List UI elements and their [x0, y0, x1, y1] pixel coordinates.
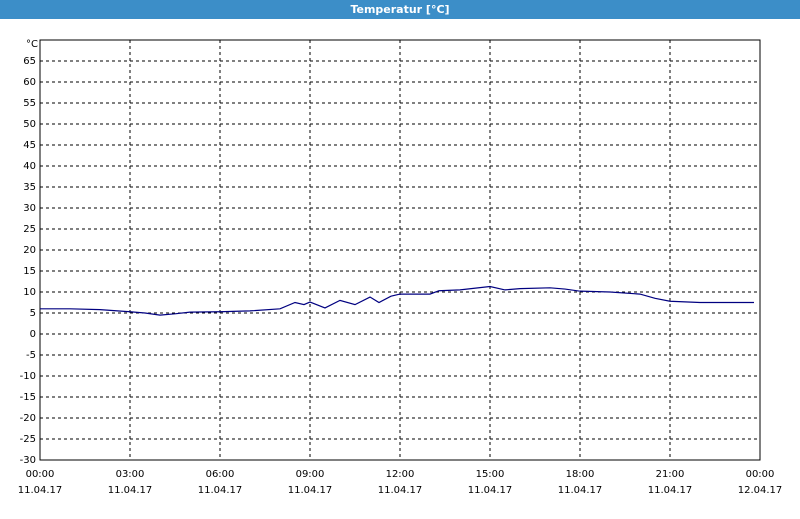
x-tick-date: 12.04.17 — [738, 485, 783, 496]
y-tick-label: 0 — [30, 329, 36, 340]
x-tick-date: 11.04.17 — [288, 485, 333, 496]
y-tick-label: 15 — [23, 266, 36, 277]
x-tick-date: 11.04.17 — [18, 485, 63, 496]
y-unit: °C — [26, 39, 38, 50]
y-tick-label: -30 — [20, 455, 36, 466]
x-tick-label: 03:00 — [116, 469, 145, 480]
y-tick-label: 40 — [23, 161, 36, 172]
plot-border — [39, 39, 761, 461]
x-tick-date: 11.04.17 — [468, 485, 513, 496]
y-tick-label: -5 — [26, 350, 36, 361]
x-tick-date: 11.04.17 — [378, 485, 423, 496]
y-tick-label: 5 — [30, 308, 36, 319]
y-tick-label: 30 — [23, 203, 36, 214]
chart-title: Temperatur [°C] — [350, 3, 450, 16]
y-tick-label: 10 — [23, 287, 36, 298]
x-tick-label: 00:00 — [26, 469, 55, 480]
x-tick-date: 11.04.17 — [558, 485, 603, 496]
x-tick-label: 18:00 — [566, 469, 595, 480]
x-tick-date: 11.04.17 — [198, 485, 243, 496]
y-tick-label: 50 — [23, 119, 36, 130]
x-tick-label: 15:00 — [476, 469, 505, 480]
y-tick-label: 65 — [23, 56, 36, 67]
y-tick-label: 20 — [23, 245, 36, 256]
x-tick-date: 11.04.17 — [648, 485, 693, 496]
x-tick-label: 00:00 — [746, 469, 775, 480]
page: Temperatur [°C] °C -30 -25 -20 -15 -10 -5 0 5 10… — [0, 0, 800, 496]
y-tick-label: 45 — [23, 140, 36, 151]
data-line — [40, 285, 754, 316]
x-tick-label: 21:00 — [656, 469, 685, 480]
x-tick-label: 09:00 — [296, 469, 325, 480]
x-tick-label: 12:00 — [386, 469, 415, 480]
y-tick-label: -10 — [20, 371, 36, 382]
x-tick-date: 11.04.17 — [108, 485, 153, 496]
x-tick-label: 06:00 — [206, 469, 235, 480]
y-tick-label: -20 — [20, 413, 36, 424]
y-tick-label: 25 — [23, 224, 36, 235]
chart: °C -30 -25 -20 -15 -10 -5 0 5 10 15 20 25 30 35 40 45 50… — [18, 39, 783, 496]
y-tick-label: 55 — [23, 98, 36, 109]
y-tick-label: -15 — [20, 392, 36, 403]
y-tick-label: -25 — [20, 434, 36, 445]
y-tick-label: 35 — [23, 182, 36, 193]
y-tick-label: 60 — [23, 77, 36, 88]
title-bar: Temperatur [°C] — [0, 0, 800, 19]
